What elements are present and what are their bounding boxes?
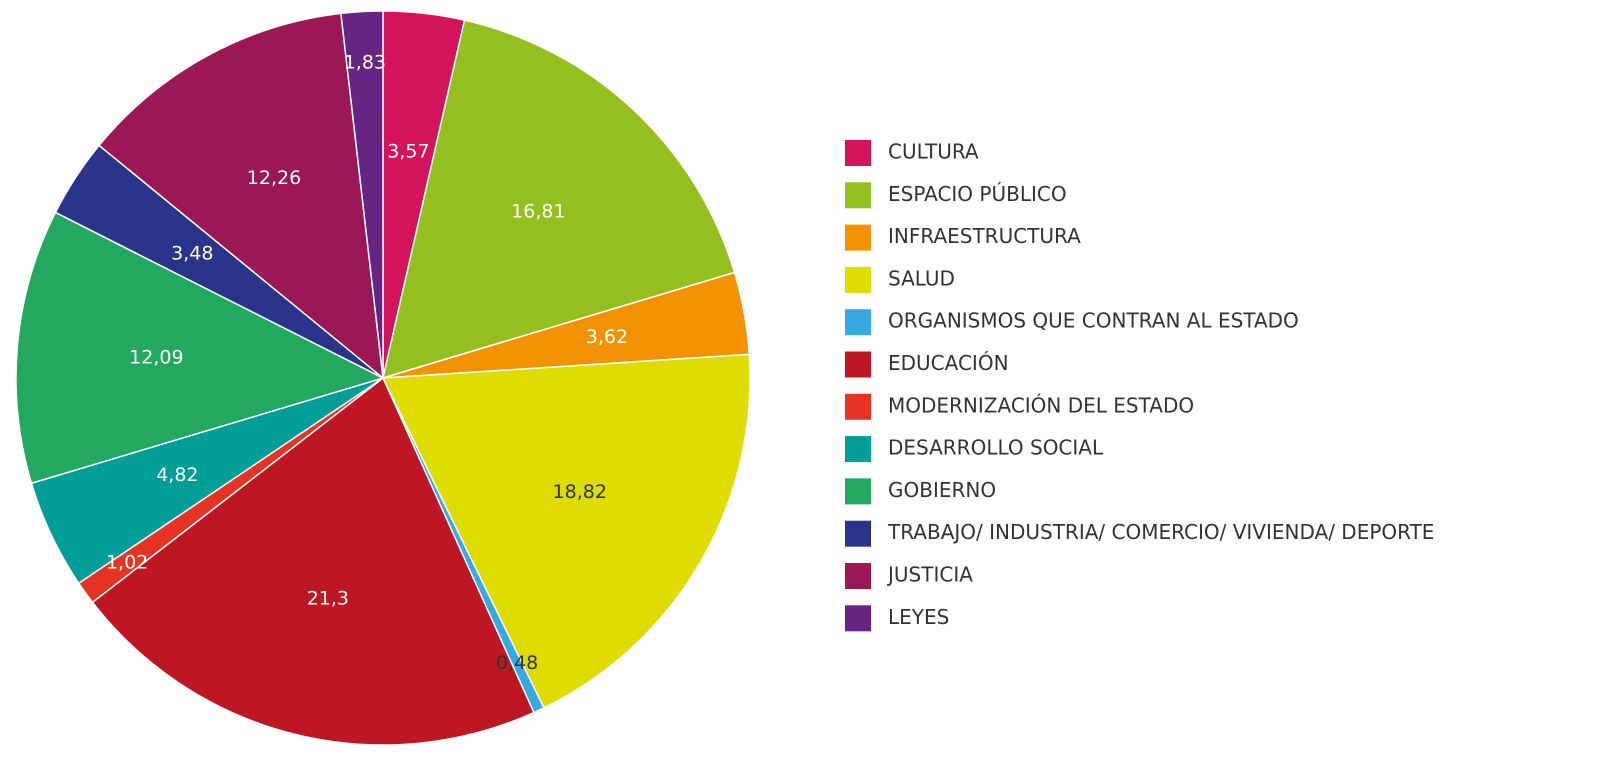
pie-slice — [15, 211, 386, 485]
legend-label: DESARROLLO SOCIAL — [888, 436, 1104, 460]
data-label: 3,48 — [171, 242, 213, 264]
pie-slice — [381, 353, 751, 709]
legend-label: INFRAESTRUCTURA — [888, 224, 1081, 248]
legend-swatch — [845, 520, 871, 547]
data-label: 3,57 — [387, 140, 429, 162]
legend-swatch — [845, 266, 871, 293]
legend-label: MODERNIZACIÓN DEL ESTADO — [888, 393, 1194, 417]
legend-label: GOBIERNO — [888, 478, 996, 502]
legend-swatch — [845, 309, 871, 336]
data-label: 1,02 — [106, 551, 148, 573]
legend-label: SALUD — [888, 266, 955, 290]
data-label: 12,26 — [247, 167, 301, 189]
legend-swatch — [845, 351, 871, 378]
legend-label: ORGANISMOS QUE CONTRAN AL ESTADO — [888, 309, 1299, 333]
legend-swatch — [845, 563, 871, 589]
data-label: 18,82 — [553, 481, 607, 503]
pie-slice — [340, 10, 384, 379]
legend-swatch — [845, 478, 871, 505]
data-label: 21,3 — [307, 587, 349, 609]
legend-label: CULTURA — [888, 140, 979, 164]
pie-slice — [98, 12, 384, 380]
legend-swatch — [845, 393, 871, 420]
data-label: 12,09 — [129, 346, 183, 368]
legend-swatch — [845, 224, 871, 251]
legend-label: EDUCACIÓN — [888, 351, 1009, 375]
legend-swatch — [845, 140, 871, 166]
legend-label: ESPACIO PÚBLICO — [888, 182, 1067, 206]
legend-swatch — [845, 605, 871, 632]
pie-slice — [381, 19, 736, 380]
data-label: 1,83 — [344, 51, 386, 73]
legend-label: TRABAJO/ INDUSTRIA/ COMERCIO/ VIVIENDA/ … — [887, 520, 1434, 544]
pie-slice — [91, 376, 535, 746]
data-label: 0,48 — [496, 652, 538, 674]
data-label: 16,81 — [511, 200, 565, 222]
legend-label: JUSTICIA — [886, 563, 973, 587]
data-label: 4,82 — [156, 464, 198, 486]
legend-label: LEYES — [888, 605, 949, 629]
legend-swatch — [845, 436, 871, 463]
data-label: 3,62 — [586, 326, 628, 348]
legend-swatch — [845, 182, 871, 209]
